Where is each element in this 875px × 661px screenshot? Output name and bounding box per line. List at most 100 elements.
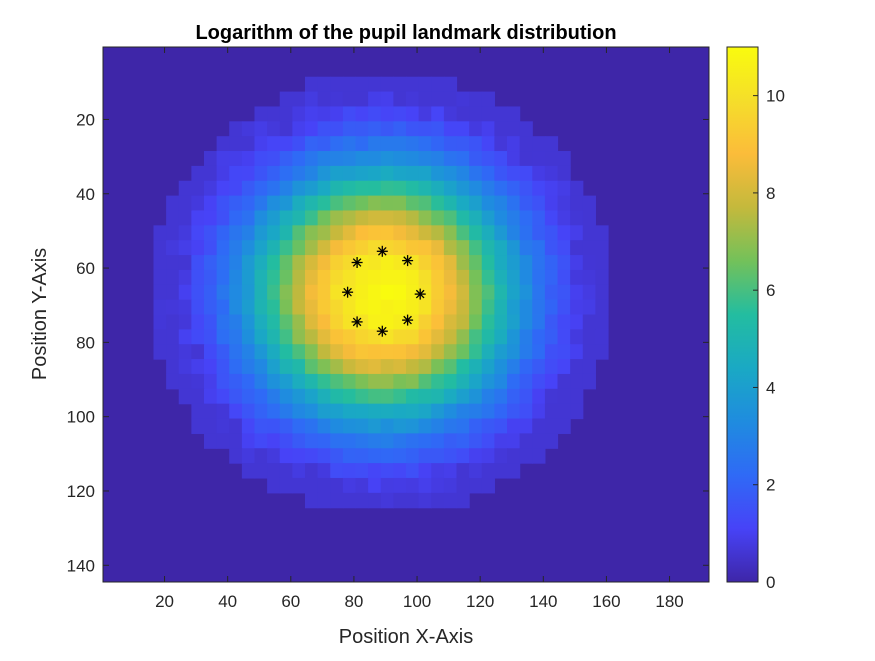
heatmap-cell [204,225,218,241]
heatmap-cell [229,373,243,390]
heatmap-cell [519,403,533,420]
heatmap-cell [443,388,458,405]
heatmap-cell [241,165,256,182]
heatmap-cell [292,269,306,286]
heatmap-cell [380,91,394,108]
heatmap-cell [292,418,306,434]
heatmap-cell [178,240,192,256]
colorbar-tick-label: 8 [766,184,775,203]
heatmap-cell [456,463,470,479]
heatmap-cell [267,151,281,167]
heatmap-cell [519,121,533,137]
heatmap-cell [279,106,293,122]
heatmap-cell [557,195,571,212]
heatmap-cell [241,299,256,316]
y-axis-ticks: 20 40 60 80 100 120 140 [67,110,709,575]
heatmap-cell [368,359,382,375]
heatmap-cell [431,433,445,449]
heatmap-cell [380,121,394,137]
heatmap-cell [317,299,331,316]
heatmap-cell [342,151,357,167]
heatmap-cell [532,136,546,152]
heatmap-cell [292,329,306,345]
heatmap-cell [431,299,445,316]
heatmap-cell [279,180,293,197]
heatmap-cell [443,403,458,420]
heatmap-cell [317,314,331,330]
heatmap-cell [153,269,167,286]
heatmap-cell [305,284,319,301]
heatmap-cell [254,151,268,167]
heatmap-cell [431,210,445,226]
heatmap-cell [393,344,407,360]
heatmap-cell [178,388,192,405]
heatmap-cell [443,418,458,434]
heatmap-cell [342,463,357,479]
heatmap-cell [368,433,382,449]
heatmap-cell [254,299,268,316]
heatmap-cell [443,344,458,360]
heatmap-cell [393,210,407,226]
heatmap-cell [418,255,432,271]
heatmap-cell [544,388,559,405]
heatmap-cell [469,373,483,390]
heatmap-cell [418,299,432,316]
heatmap-cell [393,373,407,390]
heatmap-cell [166,344,180,360]
heatmap-cell [305,463,319,479]
heatmap-cell [570,299,584,316]
heatmap-cell [254,344,268,360]
heatmap-cell [431,418,445,434]
heatmap-cell [494,151,508,167]
heatmap-cell [229,344,243,360]
heatmap-cell [406,106,420,122]
heatmap-cell [469,240,483,256]
heatmap-cell [544,210,559,226]
heatmap-cell [229,284,243,301]
heatmap-cell [469,91,483,108]
heatmap-cell [153,299,167,316]
heatmap-cell [393,477,407,494]
heatmap-cell [241,359,256,375]
heatmap-cell [292,195,306,212]
heatmap-cell [229,225,243,241]
colorbar-tick-label: 4 [766,378,775,397]
heatmap-cell [178,359,192,375]
heatmap-cell [393,121,407,137]
heatmap-cell [557,373,571,390]
heatmap-cell [481,180,495,197]
heatmap-cell [178,314,192,330]
heatmap-cell [342,121,357,137]
heatmap-cell [431,403,445,420]
heatmap-cell [267,165,281,182]
heatmap-cell [317,418,331,434]
heatmap-cell [330,106,344,122]
heatmap-cell [418,195,432,212]
heatmap-cell [267,314,281,330]
heatmap-cell [418,269,432,286]
heatmap-cell [317,433,331,449]
heatmap-cell [481,299,495,316]
heatmap-cell [507,284,521,301]
heatmap-cell [393,284,407,301]
heatmap-cell [443,433,458,449]
heatmap-cell [532,195,546,212]
heatmap-cell [204,344,218,360]
x-tick-label: 100 [403,592,431,611]
heatmap-cell [519,165,533,182]
heatmap-cell [279,448,293,464]
heatmap-cell [456,329,470,345]
heatmap-cell [267,106,281,122]
heatmap-cell [216,269,230,286]
heatmap-cell [216,136,230,152]
heatmap-cell [305,210,319,226]
heatmap-cell [418,448,432,464]
heatmap-cell [342,403,357,420]
heatmap-cell [469,433,483,449]
heatmap-cell [204,195,218,212]
heatmap-cell [279,418,293,434]
heatmap-cell [178,269,192,286]
heatmap-cell [380,314,394,330]
heatmap-cell [305,477,319,494]
